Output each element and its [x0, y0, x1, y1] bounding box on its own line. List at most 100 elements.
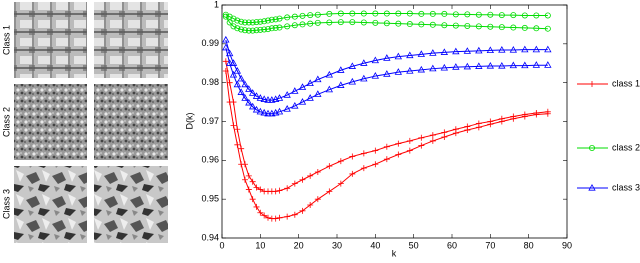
marker	[395, 20, 402, 27]
texture-image	[14, 166, 87, 243]
marker	[521, 24, 528, 31]
marker	[284, 14, 291, 21]
marker	[429, 10, 436, 17]
marker	[383, 10, 390, 17]
marker	[226, 19, 233, 26]
data-line	[225, 61, 548, 192]
marker	[406, 51, 414, 59]
marker	[248, 89, 257, 96]
marker	[222, 35, 230, 43]
marker	[406, 137, 413, 144]
marker	[272, 16, 279, 23]
legend-label: class 3	[612, 182, 640, 192]
marker	[372, 19, 379, 26]
marker	[241, 19, 248, 26]
marker	[272, 188, 279, 195]
marker	[348, 62, 357, 69]
marker	[241, 80, 249, 88]
marker	[487, 23, 494, 30]
x-axis-label: k	[392, 248, 397, 258]
marker	[234, 126, 241, 133]
marker	[257, 209, 264, 216]
marker	[249, 178, 256, 185]
marker	[314, 168, 321, 175]
marker	[487, 121, 494, 128]
plot-area	[221, 4, 568, 239]
marker	[475, 62, 483, 69]
marker	[394, 52, 403, 60]
marker	[291, 180, 298, 187]
marker	[314, 11, 321, 18]
marker	[487, 11, 494, 18]
marker	[395, 10, 402, 17]
marker	[498, 118, 505, 125]
marker	[248, 102, 257, 110]
y-tick-label: 0.97	[201, 116, 219, 126]
data-line	[225, 70, 548, 220]
marker	[383, 156, 390, 163]
marker	[429, 137, 436, 144]
marker	[486, 61, 495, 69]
marker	[241, 94, 249, 101]
marker	[229, 59, 238, 66]
legend-label: class 2	[612, 142, 640, 152]
y-tick-label: 0.98	[201, 77, 219, 87]
series	[222, 58, 551, 222]
marker	[291, 22, 298, 29]
marker	[265, 214, 271, 221]
marker	[253, 184, 260, 191]
marker	[237, 88, 245, 95]
marker	[521, 113, 528, 120]
marker	[307, 201, 314, 208]
x-tick-label: 70	[485, 240, 495, 250]
marker	[229, 70, 238, 78]
marker	[275, 107, 284, 115]
marker	[475, 46, 483, 54]
marker	[245, 98, 253, 106]
marker	[238, 26, 245, 33]
texture-image	[14, 2, 87, 78]
marker	[532, 45, 541, 53]
marker	[441, 10, 448, 17]
marker	[588, 183, 596, 191]
x-tick-label: 60	[447, 240, 457, 250]
marker	[307, 12, 314, 19]
marker	[275, 94, 284, 101]
marker	[429, 64, 437, 72]
marker	[498, 46, 506, 53]
marker	[234, 141, 241, 148]
marker	[337, 180, 344, 187]
series	[222, 10, 551, 34]
marker	[418, 142, 425, 149]
marker	[521, 12, 528, 19]
marker	[498, 24, 505, 31]
marker	[337, 19, 344, 26]
marker	[298, 83, 307, 90]
marker	[261, 26, 268, 33]
marker	[326, 10, 333, 17]
marker	[452, 47, 460, 55]
marker	[349, 19, 356, 26]
marker	[261, 18, 268, 25]
marker	[268, 16, 275, 23]
marker	[298, 98, 307, 105]
texture-image	[94, 84, 168, 160]
marker	[314, 75, 322, 83]
marker	[360, 74, 368, 82]
y-tick-label: 0.94	[201, 232, 219, 242]
marker	[245, 85, 253, 92]
marker	[509, 61, 518, 69]
marker	[245, 186, 252, 193]
texture-label: Class 2	[1, 107, 11, 137]
marker	[283, 91, 291, 98]
marker	[521, 45, 529, 53]
marker	[589, 81, 595, 87]
marker	[299, 207, 306, 214]
marker	[533, 25, 540, 32]
marker	[307, 172, 314, 179]
data-line	[225, 16, 548, 32]
marker	[463, 62, 472, 70]
marker	[406, 21, 413, 28]
marker	[372, 161, 379, 168]
marker	[272, 24, 279, 31]
